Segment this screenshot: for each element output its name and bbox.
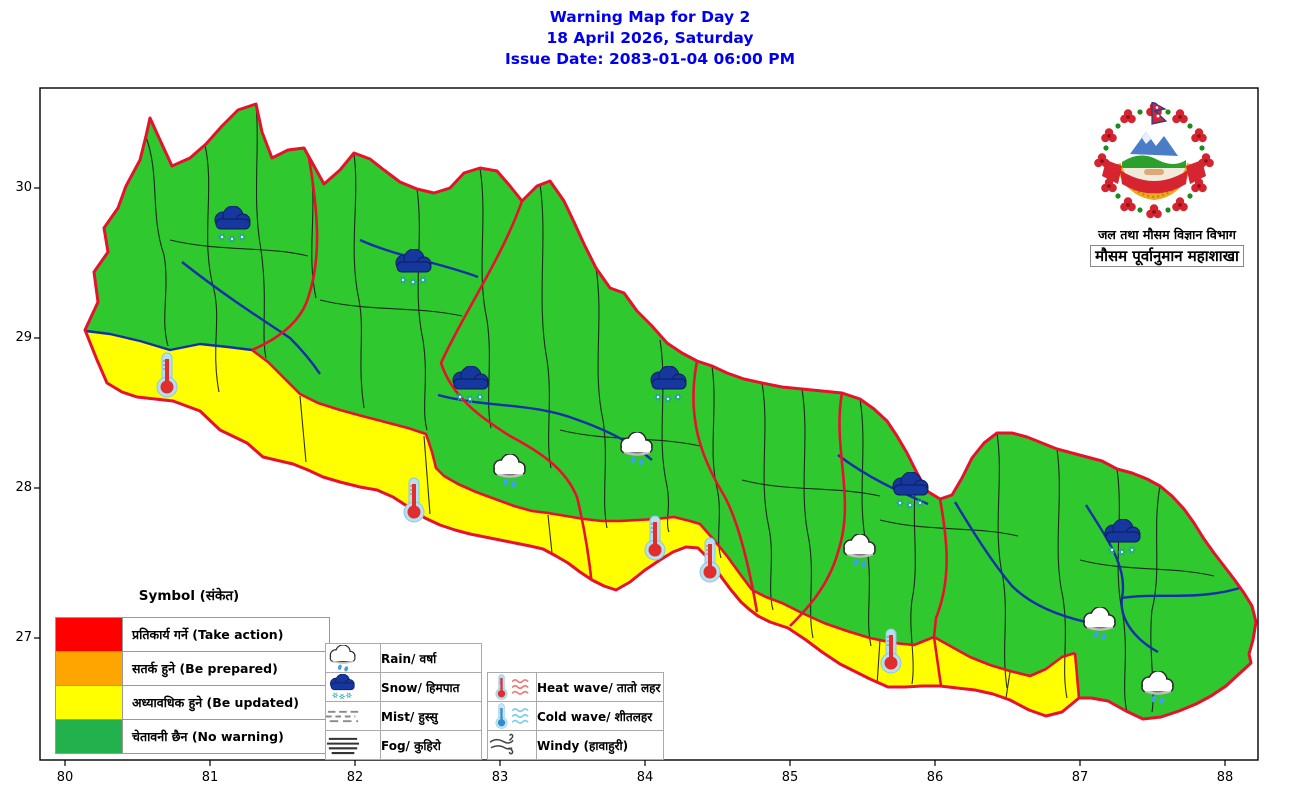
x-tick: 80	[56, 770, 74, 785]
weather-legend-left: Rain/ वर्षा Snow/ हिमपात Mist/ हुस्सु Fo…	[325, 643, 482, 760]
x-tick: 87	[1071, 770, 1089, 785]
y-tick: 28	[15, 480, 32, 495]
heat-wave-icon	[488, 674, 536, 700]
legend-row-snow: Snow/ हिमपात	[325, 672, 482, 702]
swatch-no-warning	[55, 719, 123, 754]
y-tick: 30	[15, 180, 32, 195]
legend-row-fog: Fog/ कुहिरो	[325, 730, 482, 760]
windy-icon	[488, 733, 536, 757]
swatch-be-prepared	[55, 651, 123, 686]
title-line-3: Issue Date: 2083-01-04 06:00 PM	[504, 50, 796, 68]
province-borders	[251, 151, 1081, 699]
title-line-1: Warning Map for Day 2	[549, 8, 751, 26]
warning-legend: प्रतिकार्य गर्ने (Take action) सतर्क हुन…	[55, 617, 330, 754]
title-line-2: 18 April 2026, Saturday	[546, 29, 754, 47]
x-tick: 88	[1216, 770, 1234, 785]
map-title: Warning Map for Day 2 18 April 2026, Sat…	[0, 7, 1300, 70]
y-tick: 29	[15, 330, 32, 345]
axis-ticks	[34, 187, 1226, 766]
fog-icon	[326, 736, 380, 755]
legend-row-cold-wave: Cold wave/ शीतलहर	[487, 701, 664, 731]
legend-label: चेतावनी छैन (No warning)	[122, 719, 330, 754]
legend-label: Snow/ हिमपात	[380, 672, 482, 702]
nepal-flag-icon	[1151, 102, 1168, 125]
x-tick: 86	[926, 770, 944, 785]
snow-icon	[326, 674, 380, 700]
swatch-take-action	[55, 617, 123, 652]
legend-label: सतर्क हुने (Be prepared)	[122, 651, 330, 686]
legend-label: अध्यावधिक हुने (Be updated)	[122, 685, 330, 720]
x-tick: 85	[781, 770, 799, 785]
x-tick: 82	[346, 770, 364, 785]
legend-label: Fog/ कुहिरो	[380, 730, 482, 760]
x-tick: 84	[636, 770, 654, 785]
mist-icon	[326, 707, 380, 726]
dhm-logo: जल तथा मौसम विज्ञान विभाग मौसम पूर्वानुम…	[1072, 102, 1262, 267]
legend-row-rain: Rain/ वर्षा	[325, 643, 482, 673]
legend-row-mist: Mist/ हुस्सु	[325, 701, 482, 731]
nepal-emblem	[1094, 102, 1214, 219]
legend-label: Cold wave/ शीतलहर	[536, 701, 664, 731]
legend-row-take-action: प्रतिकार्य गर्ने (Take action)	[55, 617, 330, 652]
x-tick: 83	[491, 770, 509, 785]
legend-label: Rain/ वर्षा	[380, 643, 482, 673]
y-tick: 27	[15, 630, 32, 645]
warning-legend-title: Symbol (संकेत)	[138, 588, 240, 604]
legend-row-windy: Windy (हावाहुरी)	[487, 730, 664, 760]
cold-wave-icon	[488, 703, 536, 729]
legend-row-be-updated: अध्यावधिक हुने (Be updated)	[55, 685, 330, 720]
legend-label: Heat wave/ तातो लहर	[536, 672, 664, 702]
swatch-be-updated	[55, 685, 123, 720]
weather-legend-right: Heat wave/ तातो लहर Cold wave/ शीतलहर Wi…	[487, 672, 664, 760]
legend-label: Windy (हावाहुरी)	[536, 730, 664, 760]
legend-row-heat-wave: Heat wave/ तातो लहर	[487, 672, 664, 702]
legend-label: प्रतिकार्य गर्ने (Take action)	[122, 617, 330, 652]
logo-division-name: मौसम पूर्वानुमान महाशाखा	[1090, 245, 1244, 267]
rain-icon	[326, 645, 380, 672]
legend-label: Mist/ हुस्सु	[380, 701, 482, 731]
legend-row-be-prepared: सतर्क हुने (Be prepared)	[55, 651, 330, 686]
x-tick: 81	[201, 770, 219, 785]
legend-row-no-warning: चेतावनी छैन (No warning)	[55, 719, 330, 754]
logo-dept-name: जल तथा मौसम विज्ञान विभाग	[1098, 227, 1236, 242]
country-border	[83, 102, 1258, 721]
